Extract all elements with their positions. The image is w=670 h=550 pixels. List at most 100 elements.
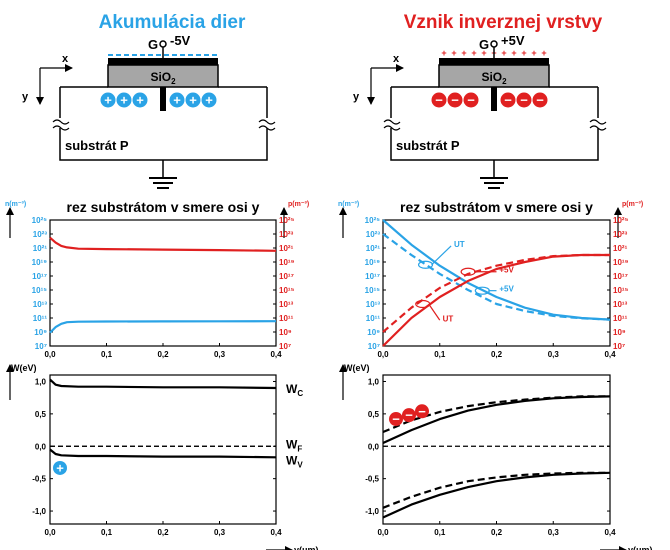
y-tick-label-left: 10⁷ bbox=[35, 342, 47, 351]
x-tick-label: 0,3 bbox=[548, 528, 560, 537]
electron-carrier-symbol: − bbox=[504, 93, 512, 108]
gate-charge-symbol: + bbox=[471, 48, 476, 58]
oxide-label: SiO2 bbox=[150, 70, 176, 86]
gate-label: G bbox=[148, 37, 158, 52]
y-tick-label-left: 10²⁵ bbox=[365, 216, 381, 225]
gate-terminal bbox=[490, 40, 498, 48]
gate-terminal bbox=[159, 40, 167, 48]
x-tick-label: 0,0 bbox=[44, 350, 56, 359]
electron-carrier-symbol: − bbox=[467, 93, 475, 108]
gate-charge-symbol: + bbox=[521, 48, 526, 58]
series-line bbox=[382, 471, 610, 509]
x-tick-label: 0,2 bbox=[491, 528, 503, 537]
y-tick-label-right: 10¹³ bbox=[279, 300, 294, 309]
y-tick-label: 1,0 bbox=[368, 377, 380, 386]
y-tick-label-right: 10²⁵ bbox=[613, 216, 629, 225]
chart-title: rez substrátom v smere osi y bbox=[67, 199, 260, 215]
y-tick-label-right: 10¹⁷ bbox=[279, 272, 294, 281]
series-line bbox=[49, 448, 277, 459]
gate-voltage: -5V bbox=[170, 33, 191, 48]
hole-carrier bbox=[116, 92, 132, 108]
series-line bbox=[382, 253, 610, 333]
x-tick-label: 0,4 bbox=[270, 528, 282, 537]
x-tick-label: 0,4 bbox=[604, 528, 616, 537]
x-tick-label: 0,4 bbox=[604, 350, 616, 359]
y-axis-label: y bbox=[22, 91, 29, 103]
hole-carrier-symbol: + bbox=[136, 93, 144, 108]
electron-carrier-symbol: − bbox=[392, 412, 400, 427]
hole-carrier-symbol: + bbox=[173, 93, 181, 108]
hole-carrier-symbol: + bbox=[120, 93, 128, 108]
annotation-leader bbox=[428, 303, 441, 321]
hole-carrier bbox=[100, 92, 116, 108]
y-axis-arrow: y bbox=[353, 76, 375, 105]
electron-carrier-symbol: − bbox=[435, 93, 443, 108]
y-tick-label-left: 10⁷ bbox=[368, 342, 380, 351]
y-tick-label-right: 10¹⁷ bbox=[613, 272, 628, 281]
x-tick-label: 0,3 bbox=[548, 350, 560, 359]
y-tick-label-right: 10²³ bbox=[613, 230, 628, 239]
y-tick-label-left: 10¹⁷ bbox=[32, 272, 47, 281]
series-line bbox=[382, 233, 611, 321]
y-axis-label-left: n(m⁻³) bbox=[338, 201, 359, 208]
y-tick-label: 0,5 bbox=[35, 410, 47, 419]
electron-carrier bbox=[389, 412, 403, 427]
annotation-leader bbox=[431, 245, 452, 266]
y-tick-label-right: 10⁷ bbox=[279, 342, 291, 351]
break-mark-icon bbox=[383, 119, 401, 131]
gate-label: G bbox=[479, 37, 489, 52]
y-axis-label-left: n(m⁻³) bbox=[5, 201, 26, 208]
y-tick-label-right: 10¹⁹ bbox=[279, 258, 295, 267]
y-tick-label: 1,0 bbox=[35, 377, 47, 386]
hole-carrier bbox=[169, 92, 185, 108]
hole-carrier-symbol: + bbox=[205, 93, 213, 108]
y-tick-label-left: 10¹⁹ bbox=[365, 258, 381, 267]
y-tick-label-left: 10¹⁹ bbox=[32, 258, 48, 267]
concentration-chart-right: rez substrátom v smere osi y n(m⁻³) p(m⁻³)… bbox=[338, 199, 643, 359]
annotation-label: +5V bbox=[499, 266, 514, 275]
channel-separator bbox=[491, 87, 497, 111]
energy-chart-left: W(eV) 1,0 0,5 0,0 -0,5 -1,0 0,0 0,1 0,2 0,3 0,4 y(μ… bbox=[6, 363, 319, 550]
chart-title: rez substrátom v smere osi y bbox=[400, 199, 593, 215]
break-mark-icon bbox=[52, 119, 70, 131]
electron-carrier-symbol: − bbox=[520, 93, 528, 108]
substrate-label: substrát P bbox=[396, 138, 460, 153]
x-tick-label: 0,1 bbox=[434, 350, 446, 359]
gate-charge-symbol: + bbox=[541, 48, 546, 58]
right-mos-structure: Vznik inverznej vrstvy +++++++++++ G +5V… bbox=[353, 12, 607, 189]
y-tick-label-right: 10¹³ bbox=[613, 300, 628, 309]
electron-carrier-symbol: − bbox=[405, 408, 413, 423]
y-tick-label-left: 10¹¹ bbox=[33, 314, 48, 323]
x-tick-label: 0,1 bbox=[101, 528, 113, 537]
energy-chart-right: W(eV) 1,0 0,5 0,0 -0,5 -1,0 0,0 0,1 0,2 0,3 0,4 y(μ… bbox=[339, 363, 653, 550]
hole-carrier-symbol: + bbox=[189, 93, 197, 108]
gate-charge-symbol: + bbox=[511, 48, 516, 58]
annotation-label: UT bbox=[443, 315, 454, 324]
gate-charge-symbol: + bbox=[501, 48, 506, 58]
x-tick-label: 0,3 bbox=[214, 350, 226, 359]
x-axis-label: x bbox=[393, 53, 400, 65]
wv-label: WV bbox=[286, 454, 303, 470]
y-tick-label-left: 10²⁵ bbox=[32, 216, 48, 225]
x-tick-label: 0,2 bbox=[491, 350, 503, 359]
y-tick-label: 0,0 bbox=[368, 442, 380, 451]
y-tick-label-left: 10¹⁵ bbox=[32, 286, 48, 295]
x-axis-arrow: x bbox=[370, 53, 404, 76]
y-tick-label-right: 10²¹ bbox=[279, 244, 294, 253]
electron-carrier bbox=[463, 92, 479, 108]
oxide-label: SiO2 bbox=[481, 70, 507, 86]
electron-carrier bbox=[500, 92, 516, 108]
annotation-ellipse bbox=[415, 299, 431, 309]
concentration-chart-left: rez substrátom v smere osi y n(m⁻³) p(m⁻³)… bbox=[5, 199, 309, 359]
y-tick-label: -0,5 bbox=[365, 475, 379, 484]
gate-electrode bbox=[108, 58, 218, 65]
y-tick-label-right: 10¹⁵ bbox=[279, 286, 295, 295]
x-tick-label: 0,3 bbox=[214, 528, 226, 537]
hole-carrier bbox=[53, 460, 67, 475]
y-tick-label-left: 10²¹ bbox=[33, 244, 48, 253]
y-axis-label-right: p(m⁻³) bbox=[288, 201, 309, 208]
x-axis-label: x bbox=[62, 53, 69, 65]
y-tick-label-left: 10²¹ bbox=[366, 244, 381, 253]
